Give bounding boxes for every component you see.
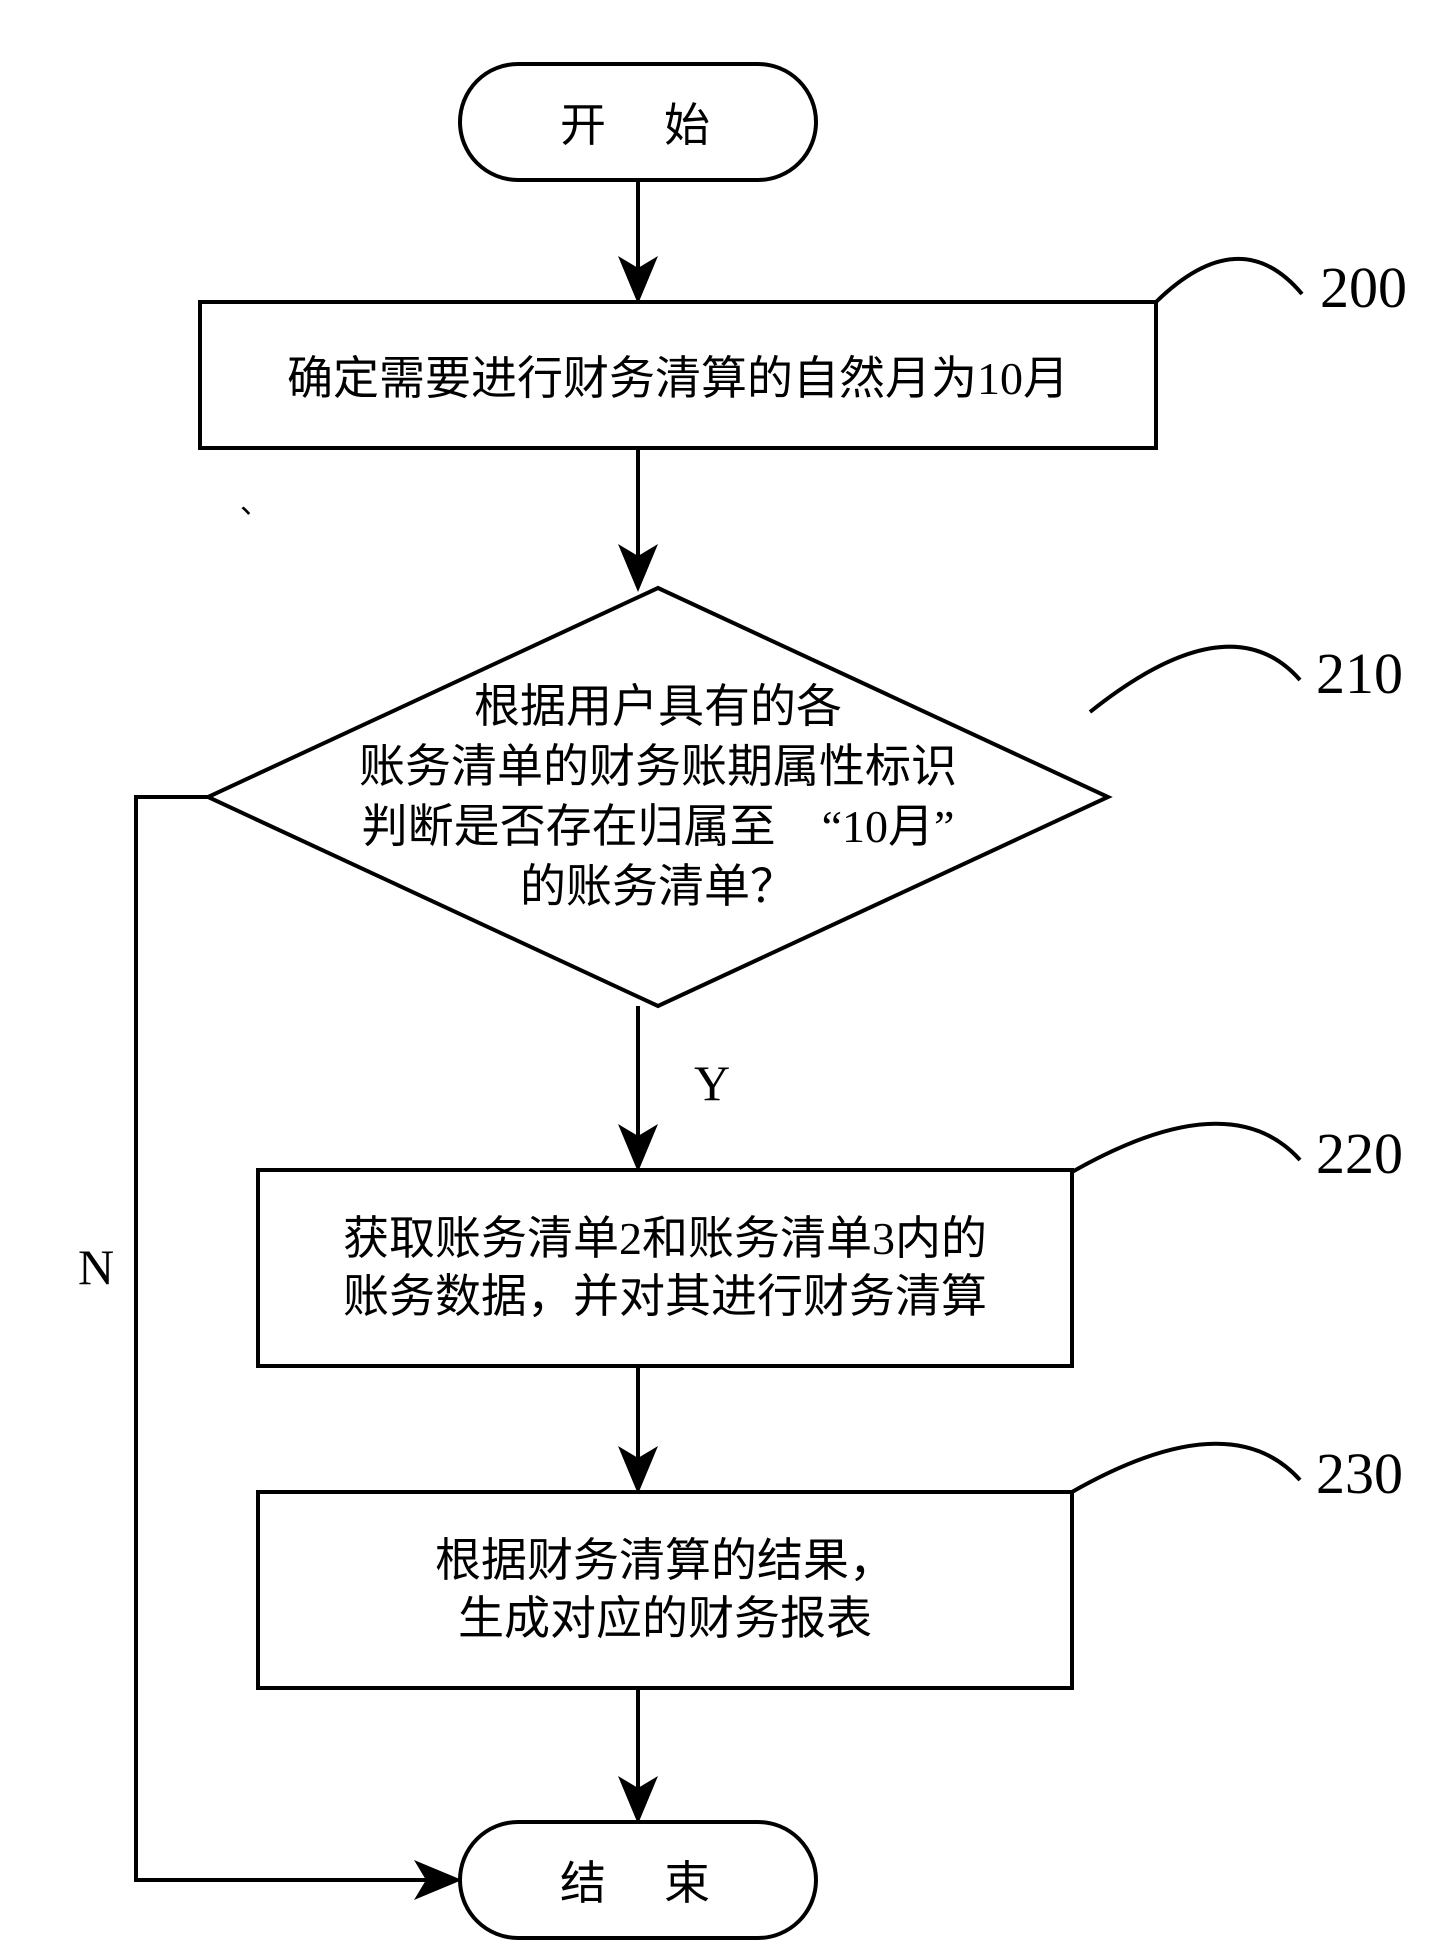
ref-220: 220	[1316, 1120, 1403, 1187]
terminal-end: 结 束	[458, 1820, 818, 1940]
decision-210-label: 根据用户具有的各 账务清单的财务账期属性标识 判断是否存在归属至 “10月” 的…	[359, 677, 957, 917]
process-230-label: 根据财务清算的结果， 生成对应的财务报表	[435, 1532, 895, 1648]
callout-230	[1072, 1444, 1300, 1492]
process-220-label: 获取账务清单2和账务清单3内的 账务数据，并对其进行财务清算	[343, 1210, 987, 1326]
process-220: 获取账务清单2和账务清单3内的 账务数据，并对其进行财务清算	[256, 1168, 1074, 1368]
decision-210: 根据用户具有的各 账务清单的财务账期属性标识 判断是否存在归属至 “10月” 的…	[208, 588, 1108, 1006]
callout-220	[1072, 1124, 1300, 1172]
stray-mark: 、	[240, 478, 270, 522]
terminal-start: 开 始	[458, 62, 818, 182]
process-200: 确定需要进行财务清算的自然月为10月	[198, 300, 1158, 450]
ref-230: 230	[1316, 1440, 1403, 1507]
edge-label-n: N	[78, 1238, 114, 1296]
terminal-start-label: 开 始	[560, 89, 716, 155]
edge-label-y: Y	[694, 1054, 730, 1112]
flowchart-canvas: 开 始 确定需要进行财务清算的自然月为10月 根据用户具有的各 账务清单的财务账…	[0, 0, 1452, 1949]
ref-200: 200	[1320, 254, 1407, 321]
terminal-end-label: 结 束	[560, 1847, 716, 1913]
callout-210	[1090, 647, 1300, 712]
ref-210: 210	[1316, 640, 1403, 707]
process-230: 根据财务清算的结果， 生成对应的财务报表	[256, 1490, 1074, 1690]
process-200-label: 确定需要进行财务清算的自然月为10月	[287, 342, 1069, 408]
callout-200	[1156, 259, 1302, 302]
